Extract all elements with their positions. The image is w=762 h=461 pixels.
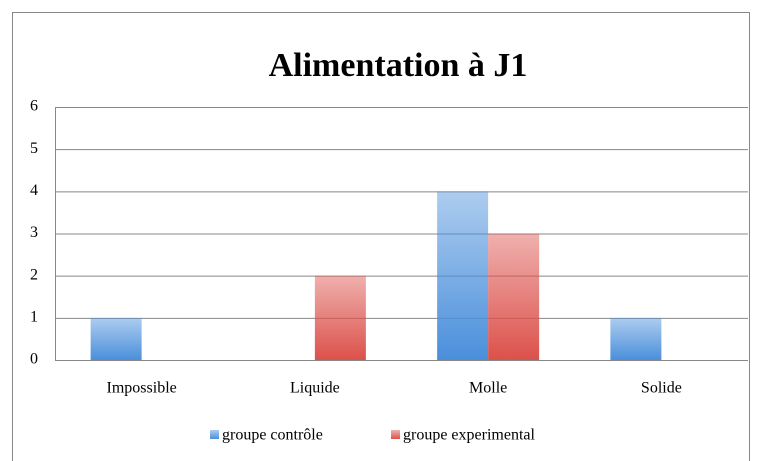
chart-title: Alimentation à J1 <box>269 47 528 84</box>
x-tick-label: Impossible <box>107 380 177 397</box>
y-tick-label: 0 <box>30 351 38 368</box>
y-tick-label: 4 <box>30 182 38 199</box>
y-tick-label: 5 <box>30 140 38 157</box>
bar <box>488 233 540 360</box>
chart-frame <box>12 12 750 461</box>
x-tick-label: Liquide <box>290 380 340 397</box>
y-tick-label: 1 <box>30 309 38 326</box>
y-tick-label: 3 <box>30 224 38 241</box>
x-tick-label: Solide <box>641 380 682 397</box>
bar <box>610 317 662 360</box>
bar <box>90 317 142 360</box>
bar <box>314 275 366 360</box>
y-tick-label: 6 <box>30 98 38 115</box>
legend-label: groupe contrôle <box>222 427 323 444</box>
bar <box>437 191 489 360</box>
y-tick-label: 2 <box>30 266 38 283</box>
x-tick-label: Molle <box>469 380 507 397</box>
legend-swatch <box>391 430 400 439</box>
legend-swatch <box>210 430 219 439</box>
legend-label: groupe experimental <box>403 427 536 444</box>
